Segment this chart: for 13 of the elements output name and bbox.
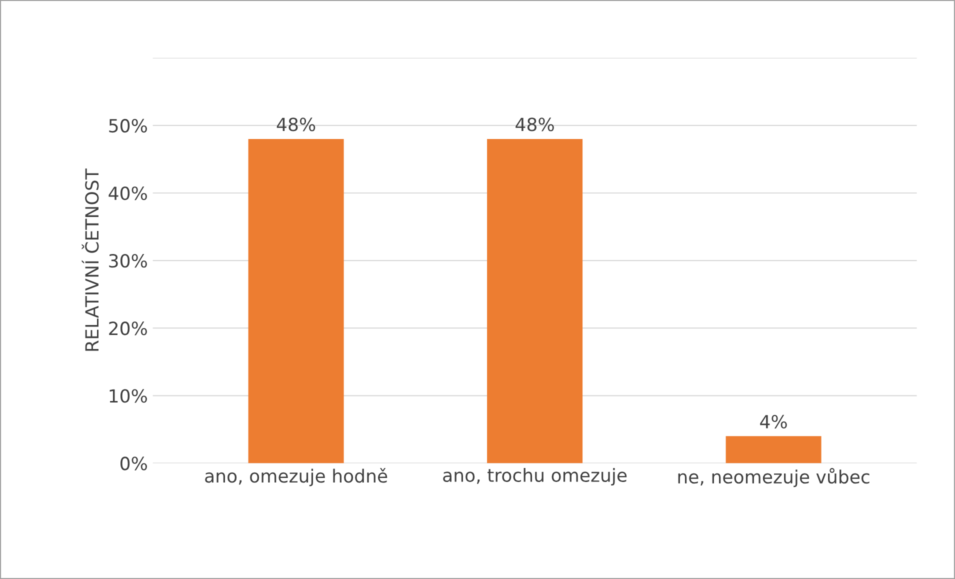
x-tick-label: ano, trochu omezuje — [443, 468, 627, 486]
y-tick-label: 20% — [109, 322, 147, 336]
y-axis-title: RELATIVNÍ ČETNOST — [82, 168, 99, 351]
y-tick-label: 50% — [109, 118, 147, 133]
y-tick-label: 40% — [108, 186, 147, 200]
data-label: 4% — [760, 414, 787, 429]
data-label: 48% — [516, 118, 554, 132]
x-tick-label: ne, neomezuje vůbec — [678, 468, 870, 488]
x-tick-label: ano, omezuje hodně — [205, 468, 388, 486]
y-tick-label: 0% — [120, 456, 147, 470]
y-tick-label: 10% — [110, 389, 147, 403]
y-tick-label: 30% — [109, 254, 147, 268]
data-label: 48% — [276, 118, 316, 132]
